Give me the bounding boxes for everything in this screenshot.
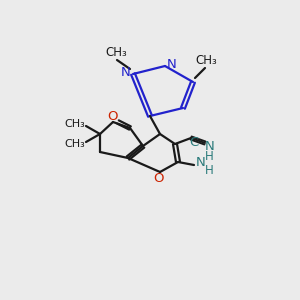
- Text: N: N: [205, 140, 215, 152]
- Text: CH₃: CH₃: [64, 139, 86, 149]
- Text: N: N: [167, 58, 177, 71]
- Text: O: O: [154, 172, 164, 185]
- Text: C: C: [189, 136, 199, 149]
- Text: N: N: [121, 67, 131, 80]
- Text: CH₃: CH₃: [64, 119, 86, 129]
- Text: O: O: [108, 110, 118, 122]
- Text: H: H: [205, 164, 213, 178]
- Text: CH₃: CH₃: [105, 46, 127, 59]
- Text: CH₃: CH₃: [195, 55, 217, 68]
- Text: N: N: [196, 157, 206, 169]
- Text: H: H: [205, 151, 213, 164]
